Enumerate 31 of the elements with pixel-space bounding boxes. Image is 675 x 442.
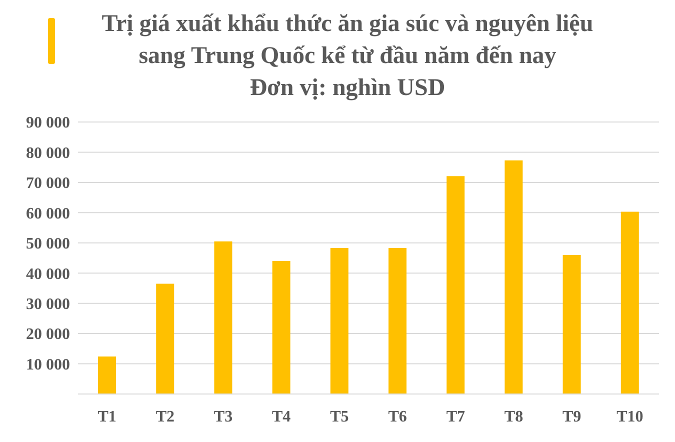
y-tick-label: 90 000 [26,114,70,132]
y-tick-label: 30 000 [26,296,70,314]
y-tick-label: 80 000 [26,144,70,162]
bar [446,176,465,394]
y-tick-label: 10 000 [26,356,70,374]
y-tick-label: 50 000 [26,236,70,253]
bar [562,254,581,394]
x-tick-label: T1 [98,408,116,426]
chart-title: Trị giá xuất khẩu thức ăn gia súc và nguyên liệu sang Trung Quốc kể từ đầu năm đến nay [100,10,594,71]
x-tick-label: T2 [156,408,174,426]
bar [504,160,523,394]
bar [156,284,174,394]
y-tick-label: 40 000 [26,266,70,283]
chart-subtitle: Đơn vị: nghìn USD [248,74,446,103]
x-tick-label: T5 [330,408,349,426]
x-tick-label: T8 [504,408,524,426]
x-tick-label: T10 [616,408,644,426]
x-tick-label: T3 [214,408,233,426]
bar [98,356,116,394]
bar [272,261,290,394]
y-tick-label: 60 000 [26,205,70,222]
x-tick-label: T7 [446,408,465,426]
x-tick-label: T9 [562,408,582,426]
y-tick-label: 70 000 [26,175,70,192]
bar [214,241,232,394]
bar [330,248,348,394]
x-tick-label: T6 [388,408,407,426]
x-tick-label: T4 [272,408,291,426]
y-tick-label: 20 000 [26,326,70,344]
bar [620,212,639,394]
bar [388,248,406,394]
